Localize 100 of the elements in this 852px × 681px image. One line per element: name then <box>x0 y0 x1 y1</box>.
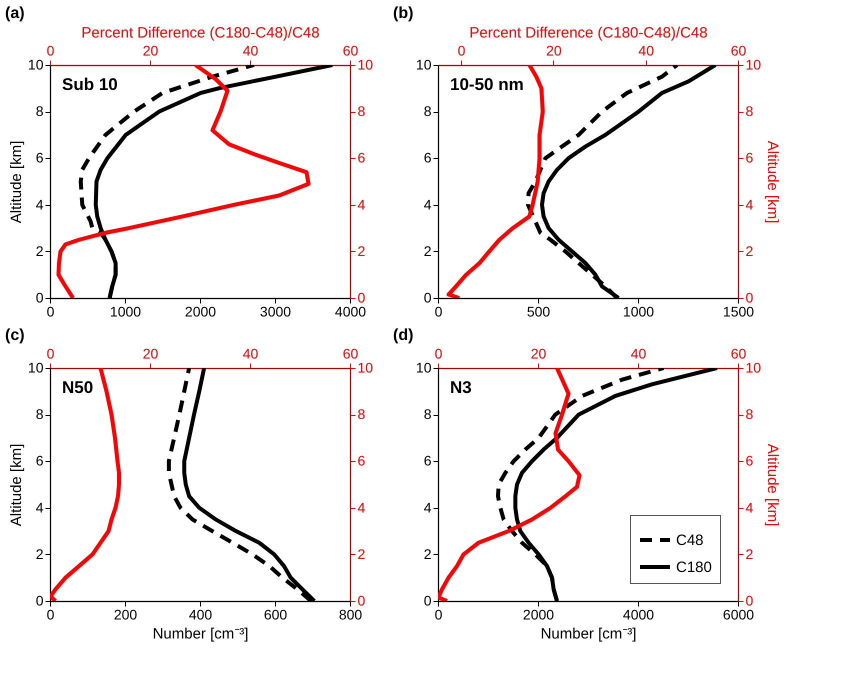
y2-tick-label: 8 <box>746 406 754 422</box>
x2-tick-label: 20 <box>142 42 158 58</box>
x-tick-label: 4000 <box>334 304 366 320</box>
x-tick-label: 200 <box>114 606 138 622</box>
y2-tick-label: 8 <box>358 103 366 120</box>
x2-tick-label: 0 <box>434 346 443 362</box>
x2-tick-label: 60 <box>730 346 746 362</box>
legend-label: C180 <box>676 559 712 576</box>
y-tick-label: 2 <box>36 242 44 259</box>
x2-tick-label: 20 <box>530 346 546 362</box>
chart-title: (a) <box>5 5 25 22</box>
x-tick-label: 0 <box>434 304 443 320</box>
y-tick-label: 4 <box>424 196 432 212</box>
y-tick-label: 4 <box>424 499 432 516</box>
x-tick-label: 600 <box>264 606 288 622</box>
legend-label: C48 <box>676 532 704 549</box>
x2-tick-label: 0 <box>46 42 55 58</box>
x2-tick-label: 40 <box>638 42 654 58</box>
x-tick-label: 1000 <box>622 304 654 320</box>
annotation: 10-50 nm <box>450 75 524 94</box>
y2-tick-label: 10 <box>358 360 374 376</box>
y-tick-label: 6 <box>36 150 44 166</box>
y2-tick-label: 6 <box>358 150 366 166</box>
y2-axis-title: Altitude [km] <box>764 140 782 224</box>
annotation: N50 <box>62 378 94 397</box>
x-tick-label: 3000 <box>260 304 292 320</box>
y-tick-label: 8 <box>36 406 44 422</box>
y2-tick-label: 4 <box>746 499 754 516</box>
x2-tick-label: 0 <box>46 346 55 362</box>
x-axis-title: Number [cm⁻³] <box>540 626 636 642</box>
chart-title: (b) <box>393 5 414 22</box>
y2-tick-label: 4 <box>358 499 366 516</box>
y-tick-label: 2 <box>36 546 44 562</box>
x-axis-title: Number [cm⁻³] <box>152 626 248 642</box>
y-tick-label: 8 <box>424 406 432 422</box>
y-tick-label: 10 <box>416 56 432 72</box>
y-tick-label: 0 <box>424 592 432 608</box>
y-tick-label: 4 <box>36 499 44 516</box>
y2-tick-label: 2 <box>746 546 754 562</box>
x2-tick-label: 40 <box>630 346 646 362</box>
y2-tick-label: 0 <box>358 290 366 306</box>
y-tick-label: 10 <box>28 56 44 72</box>
y2-tick-label: 6 <box>746 150 754 166</box>
y-tick-label: 8 <box>36 103 44 120</box>
y2-tick-label: 4 <box>746 196 754 212</box>
y-tick-label: 4 <box>36 196 44 212</box>
y-tick-label: 0 <box>36 290 44 306</box>
x2-tick-label: 20 <box>142 346 158 362</box>
y-tick-label: 6 <box>424 452 432 469</box>
x-tick-label: 6000 <box>722 606 754 622</box>
y-axis-title: Altitude [km] <box>8 444 25 526</box>
y2-tick-label: 8 <box>358 406 366 422</box>
x2-tick-label: 60 <box>342 346 358 362</box>
y-axis-title: Altitude [km] <box>8 140 25 224</box>
x2-tick-label: 20 <box>546 42 562 58</box>
y-tick-label: 2 <box>424 242 432 259</box>
x-tick-label: 0 <box>46 304 55 320</box>
y2-tick-label: 0 <box>746 290 754 306</box>
x2-tick-label: 40 <box>242 346 258 362</box>
x2-tick-label: 60 <box>342 42 358 58</box>
x-tick-label: 4000 <box>622 606 654 622</box>
x2-axis-title: Percent Difference (C180-C48)/C48 <box>81 24 320 42</box>
y2-axis-title: Altitude [km] <box>764 444 782 526</box>
x-tick-label: 500 <box>526 304 550 320</box>
y2-tick-label: 10 <box>746 56 762 72</box>
x-tick-label: 800 <box>338 606 362 622</box>
y2-tick-label: 4 <box>358 196 366 212</box>
x-tick-label: 2000 <box>522 606 554 622</box>
y2-tick-label: 6 <box>746 452 754 469</box>
y2-tick-label: 10 <box>358 56 374 72</box>
x-tick-label: 0 <box>434 606 443 622</box>
y-tick-label: 0 <box>36 592 44 608</box>
y2-tick-label: 6 <box>358 452 366 469</box>
y-tick-label: 10 <box>416 360 432 376</box>
y2-tick-label: 0 <box>358 592 366 608</box>
annotation: N3 <box>450 378 472 397</box>
x-tick-label: 1000 <box>110 304 142 320</box>
y2-tick-label: 2 <box>358 546 366 562</box>
y-tick-label: 0 <box>424 290 432 306</box>
annotation: Sub 10 <box>62 75 118 94</box>
x-tick-label: 0 <box>46 606 55 622</box>
y2-tick-label: 2 <box>746 242 754 259</box>
chart-title: (c) <box>5 327 25 344</box>
y2-tick-label: 10 <box>746 360 762 376</box>
x-tick-label: 1500 <box>722 304 754 320</box>
x-tick-label: 2000 <box>184 304 216 320</box>
x2-tick-label: 0 <box>458 42 466 58</box>
y2-tick-label: 0 <box>746 592 754 608</box>
x2-tick-label: 60 <box>730 42 746 58</box>
y-tick-label: 6 <box>36 452 44 469</box>
y-tick-label: 8 <box>424 103 432 120</box>
y2-tick-label: 2 <box>358 242 366 259</box>
chart-title: (d) <box>393 327 414 344</box>
x-tick-label: 400 <box>188 606 212 622</box>
y-tick-label: 10 <box>28 360 44 376</box>
x2-axis-title: Percent Difference (C180-C48)/C48 <box>469 24 708 42</box>
y-tick-label: 2 <box>424 546 432 562</box>
x2-tick-label: 40 <box>242 42 258 58</box>
y-tick-label: 6 <box>424 150 432 166</box>
y2-tick-label: 8 <box>746 103 754 120</box>
